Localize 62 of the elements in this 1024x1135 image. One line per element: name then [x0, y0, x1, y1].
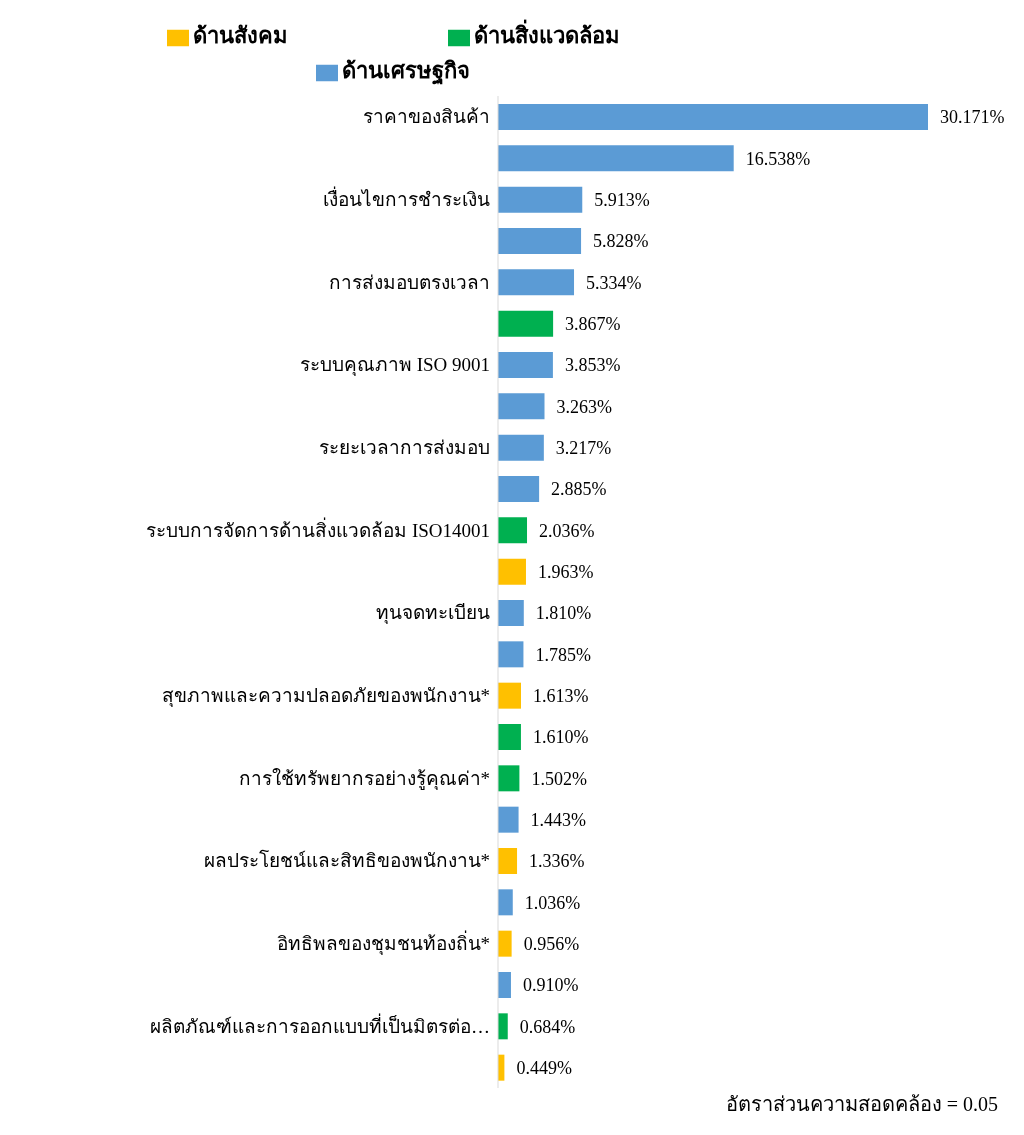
bar — [498, 186, 583, 213]
y-tick-label: ระบบคุณภาพ ISO 9001 — [299, 354, 490, 378]
data-label: 5.913% — [594, 190, 650, 211]
y-tick-label: การใช้ทรัพยากรอย่างรู้คุณค่า* — [238, 767, 490, 791]
y-tick-label: สุขภาพและความปลอดภัยของพนักงาน* — [161, 685, 490, 709]
data-label: 5.828% — [593, 231, 649, 252]
data-label: 0.684% — [519, 1016, 576, 1037]
bar — [498, 972, 511, 998]
y-tick-label: ราคาของสินค้า — [363, 106, 490, 128]
bar — [498, 145, 734, 172]
y-tick-label: ระบบการจัดการด้านสิ่งแวดล้อม ISO14001 — [146, 516, 490, 541]
data-label: 0.449% — [516, 1058, 572, 1079]
data-label: 1.785% — [535, 644, 591, 665]
data-label: 1.502% — [531, 768, 587, 789]
data-label: 1.810% — [535, 603, 592, 624]
bar — [498, 517, 528, 544]
bar — [498, 765, 520, 792]
bar — [498, 476, 540, 502]
legend-label: ด้านเศรษฐกิจ — [342, 58, 470, 83]
data-label: 16.538% — [745, 148, 811, 169]
data-label: 1.963% — [537, 562, 594, 583]
data-label: 1.443% — [530, 810, 587, 831]
y-tick-label: ระยะเวลาการส่งมอบ — [319, 437, 490, 459]
bar — [498, 104, 928, 130]
data-label: 0.910% — [522, 975, 579, 996]
y-tick-label: ทุนจดทะเบียน — [376, 602, 490, 626]
y-tick-label: อิทธิพลของชุมชนท้องถิ่น* — [276, 930, 490, 957]
data-label: 30.171% — [940, 107, 1005, 128]
data-label: 3.867% — [565, 314, 621, 335]
bar — [498, 641, 524, 668]
data-label: 5.334% — [586, 272, 642, 293]
bar — [498, 682, 521, 709]
bar — [498, 600, 524, 626]
data-label: 2.885% — [551, 479, 607, 500]
bar — [498, 393, 545, 420]
bar — [498, 352, 553, 378]
legend-label: ด้านสังคม — [192, 23, 288, 48]
data-label: 3.217% — [555, 438, 612, 459]
data-label: 1.336% — [529, 851, 585, 872]
data-label: 2.036% — [539, 520, 595, 541]
bar — [498, 930, 512, 957]
bar — [498, 434, 544, 461]
bar — [498, 228, 582, 254]
bar — [498, 310, 554, 337]
y-tick-label: การส่งมอบตรงเวลา — [329, 271, 490, 293]
data-label: 3.263% — [556, 396, 612, 417]
bar — [498, 806, 519, 833]
bar — [498, 889, 513, 916]
bar — [498, 269, 575, 296]
data-label: 1.613% — [532, 686, 589, 707]
y-tick-label: ผลประโยชน์และสิทธิของพนักงาน* — [203, 849, 490, 872]
data-label: 3.853% — [564, 355, 621, 376]
data-label: 0.956% — [523, 934, 580, 955]
bar — [498, 1013, 508, 1040]
data-label: 1.036% — [524, 892, 581, 913]
y-tick-label: เงื่อนไขการชำระเงิน — [323, 186, 490, 211]
data-label: 1.610% — [532, 727, 589, 748]
y-tick-label: ผลิตภัณฑ์และการออกแบบที่เป็นมิตรต่อ… — [150, 1012, 490, 1037]
text: อัตราส่วนความสอดคล้อง = 0.05 — [724, 1092, 999, 1117]
bar — [498, 724, 521, 750]
bar — [498, 848, 518, 874]
bar — [498, 558, 526, 585]
